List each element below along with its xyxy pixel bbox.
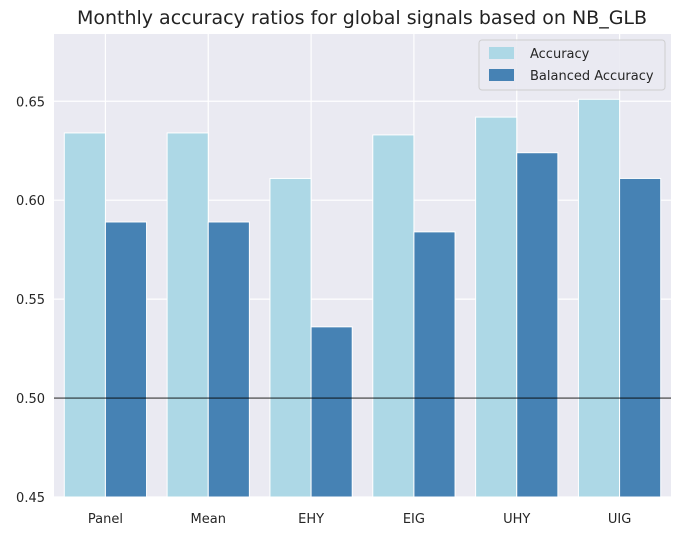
x-tick-label: EIG: [403, 512, 425, 527]
x-tick-label: EHY: [298, 512, 324, 527]
bar-accuracy-panel: [63, 132, 106, 498]
bar-balanced-accuracy-mean: [207, 221, 250, 498]
legend-label-balanced-accuracy: Balanced Accuracy: [530, 69, 654, 84]
y-tick-label: 0.50: [16, 392, 45, 407]
legend-swatch-accuracy: [489, 47, 514, 59]
bar-balanced-accuracy-uhy: [516, 152, 559, 498]
x-tick-label: UIG: [608, 512, 631, 527]
bar-balanced-accuracy-panel: [104, 221, 148, 498]
legend: Accuracy Balanced Accuracy: [478, 39, 666, 91]
bar-accuracy-uig: [577, 98, 621, 498]
y-tick-label: 0.65: [16, 95, 45, 110]
bar-balanced-accuracy-uig: [619, 177, 662, 498]
legend-label-accuracy: Accuracy: [530, 47, 590, 62]
bar-balanced-accuracy-eig: [413, 231, 456, 498]
x-axis-ticks: Panel Mean EHY EIG UHY UIG: [88, 512, 631, 527]
y-tick-label: 0.55: [16, 293, 45, 308]
x-tick-label: Mean: [191, 512, 226, 527]
legend-box: [478, 39, 666, 91]
bar-accuracy-mean: [166, 132, 209, 498]
x-tick-label: UHY: [503, 512, 530, 527]
x-tick-label: Panel: [88, 512, 123, 527]
plot-background: [54, 34, 671, 497]
bars: [63, 98, 662, 498]
y-tick-label: 0.60: [16, 194, 45, 209]
legend-swatch-balanced-accuracy: [489, 69, 514, 81]
bar-accuracy-eig: [372, 134, 415, 498]
bar-accuracy-ehy: [269, 177, 312, 498]
y-axis-ticks: 0.45 0.50 0.55 0.60 0.65: [16, 95, 45, 506]
y-tick-label: 0.45: [16, 491, 45, 506]
bar-accuracy-uhy: [475, 116, 518, 498]
chart-title: Monthly accuracy ratios for global signa…: [77, 7, 647, 29]
bar-balanced-accuracy-ehy: [310, 326, 353, 498]
